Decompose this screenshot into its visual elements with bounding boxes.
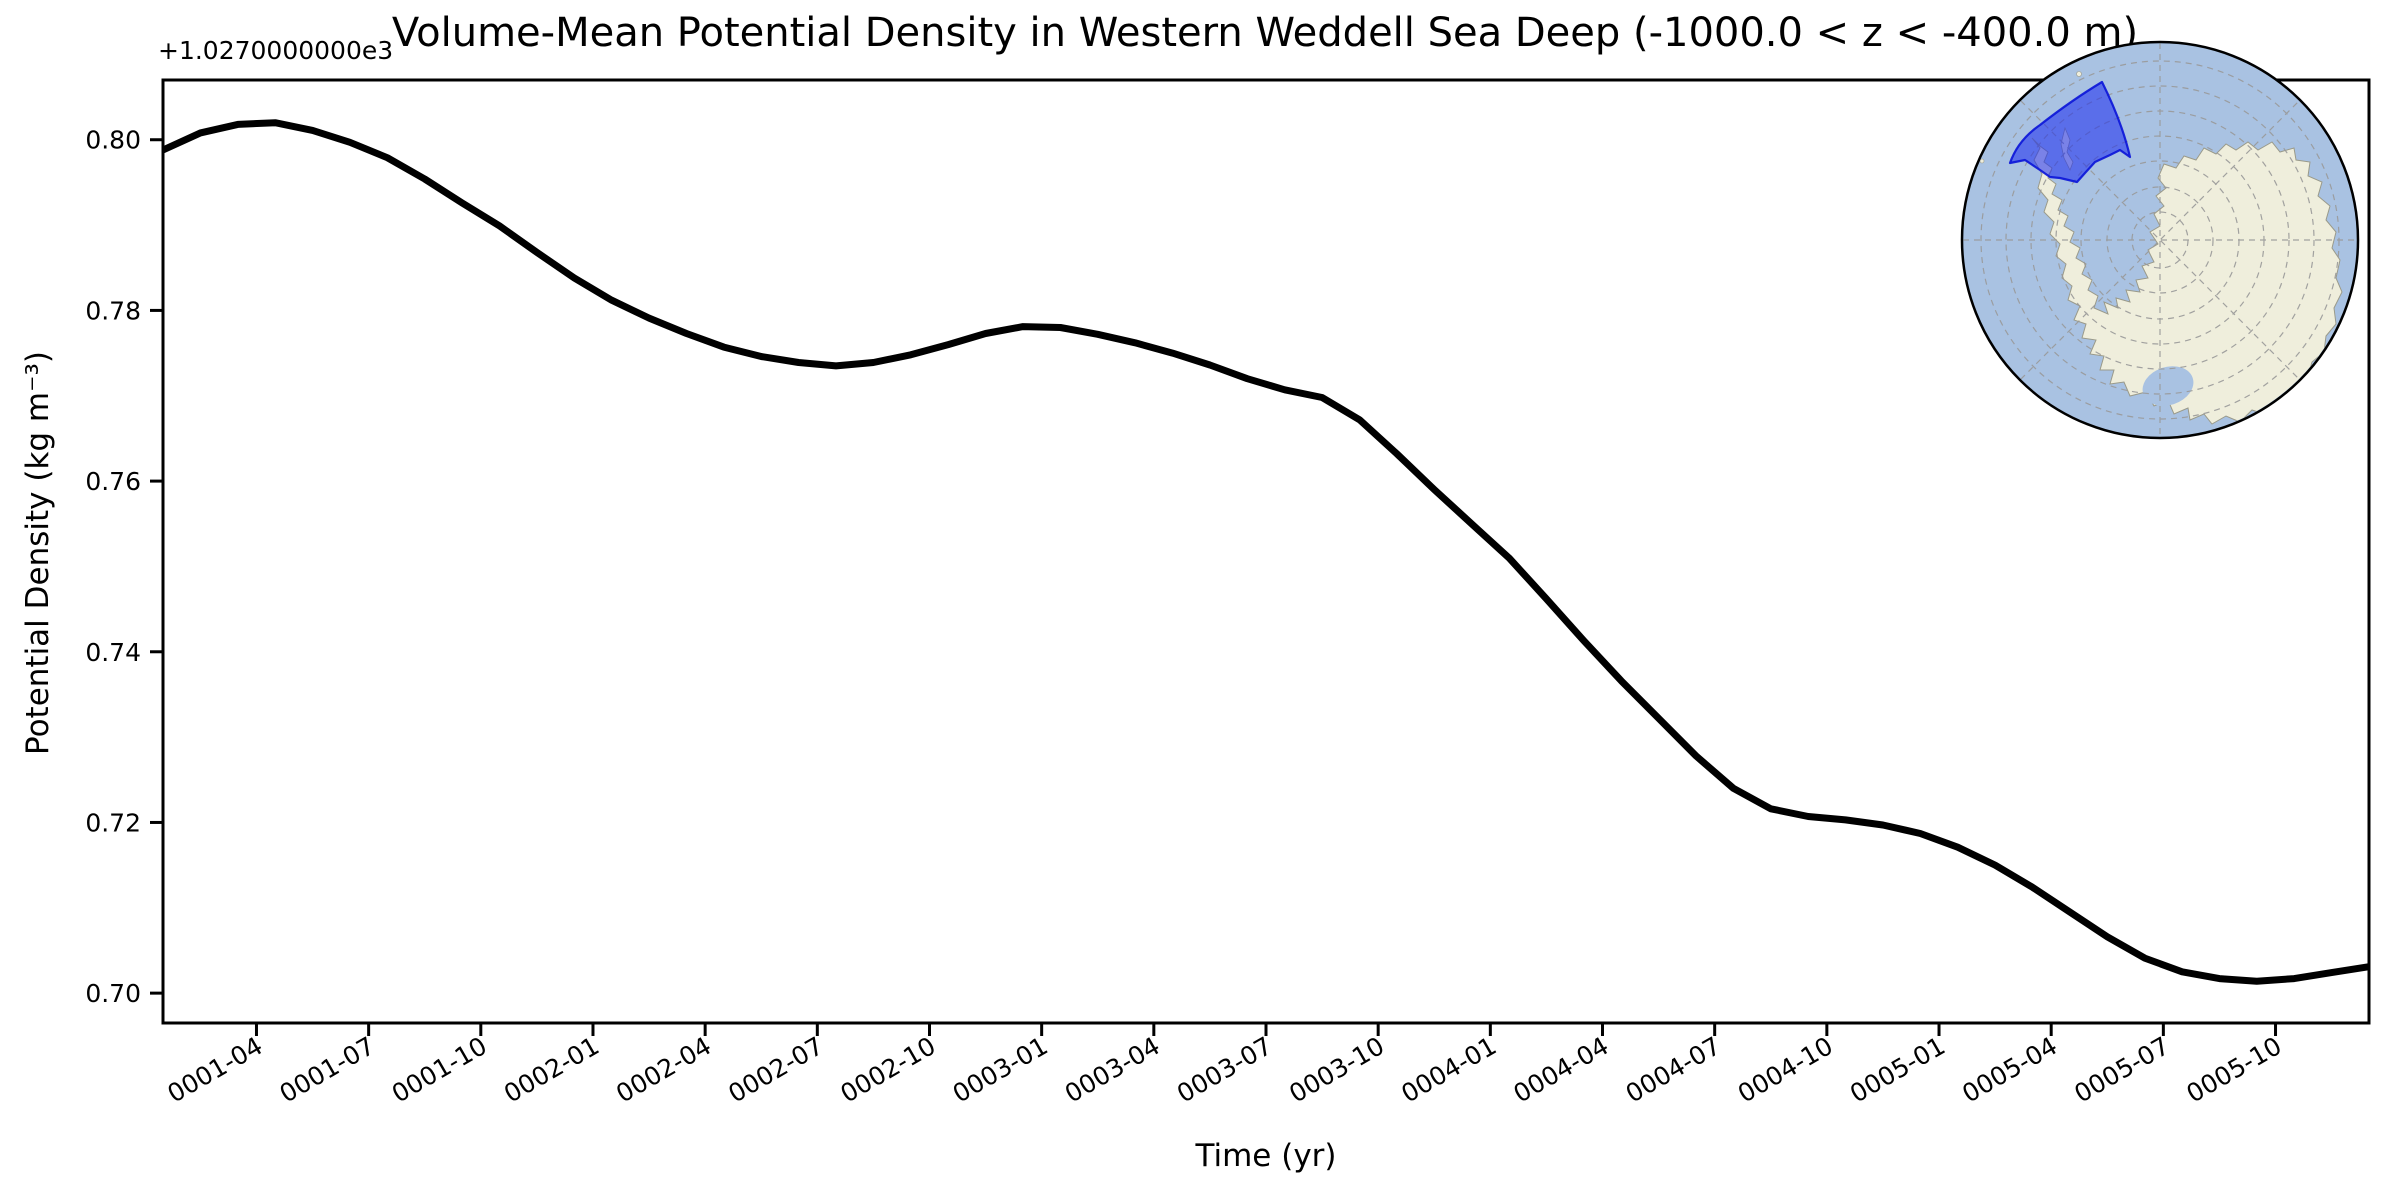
x-tick-label: 0005-10 [2182, 1031, 2287, 1108]
x-tick-label: 0001-10 [387, 1031, 492, 1108]
x-tick-label: 0003-10 [1284, 1031, 1389, 1108]
x-tick-label: 0005-04 [1957, 1031, 2062, 1108]
x-tick-label: 0003-04 [1060, 1031, 1165, 1108]
x-tick-label: 0004-04 [1509, 1031, 1614, 1108]
x-tick-label: 0002-07 [723, 1031, 828, 1108]
antarctica-inset-map [1960, 40, 2360, 440]
y-tick-label: 0.76 [85, 467, 141, 496]
ross-sea-bay [2142, 366, 2194, 406]
y-axis-label: Potential Density (kg m⁻³) [20, 350, 56, 756]
x-tick-label: 0002-01 [499, 1031, 604, 1108]
y-tick-label: 0.72 [85, 808, 141, 837]
y-tick-label: 0.78 [85, 296, 141, 325]
x-tick-label: 0005-01 [1845, 1031, 1950, 1108]
x-axis-label: Time (yr) [1195, 1138, 1337, 1174]
graticule [1963, 43, 2357, 437]
y-tick-label: 0.80 [85, 126, 141, 155]
y-axis-offset-text: +1.0270000000e3 [158, 36, 394, 65]
small-island [2076, 71, 2082, 77]
y-tick-label: 0.74 [85, 638, 141, 667]
x-tick-label: 0003-07 [1172, 1031, 1277, 1108]
x-tick-label: 0001-04 [163, 1031, 268, 1108]
density-data-line [161, 119, 2370, 985]
x-tick-label: 0001-07 [275, 1031, 380, 1108]
y-tick-label: 0.70 [85, 979, 141, 1008]
highlighted-region-weddell [2008, 80, 2132, 184]
x-tick-label: 0002-04 [611, 1031, 716, 1108]
x-tick-label: 0003-01 [948, 1031, 1053, 1108]
x-tick-label: 0004-10 [1733, 1031, 1838, 1108]
chart-title: Volume-Mean Potential Density in Western… [391, 10, 2139, 56]
x-tick-label: 0002-10 [836, 1031, 941, 1108]
x-tick-label: 0004-07 [1621, 1031, 1726, 1108]
map-border [1960, 40, 2360, 440]
x-tick-label: 0005-07 [2069, 1031, 2174, 1108]
x-tick-label: 0004-01 [1396, 1031, 1501, 1108]
